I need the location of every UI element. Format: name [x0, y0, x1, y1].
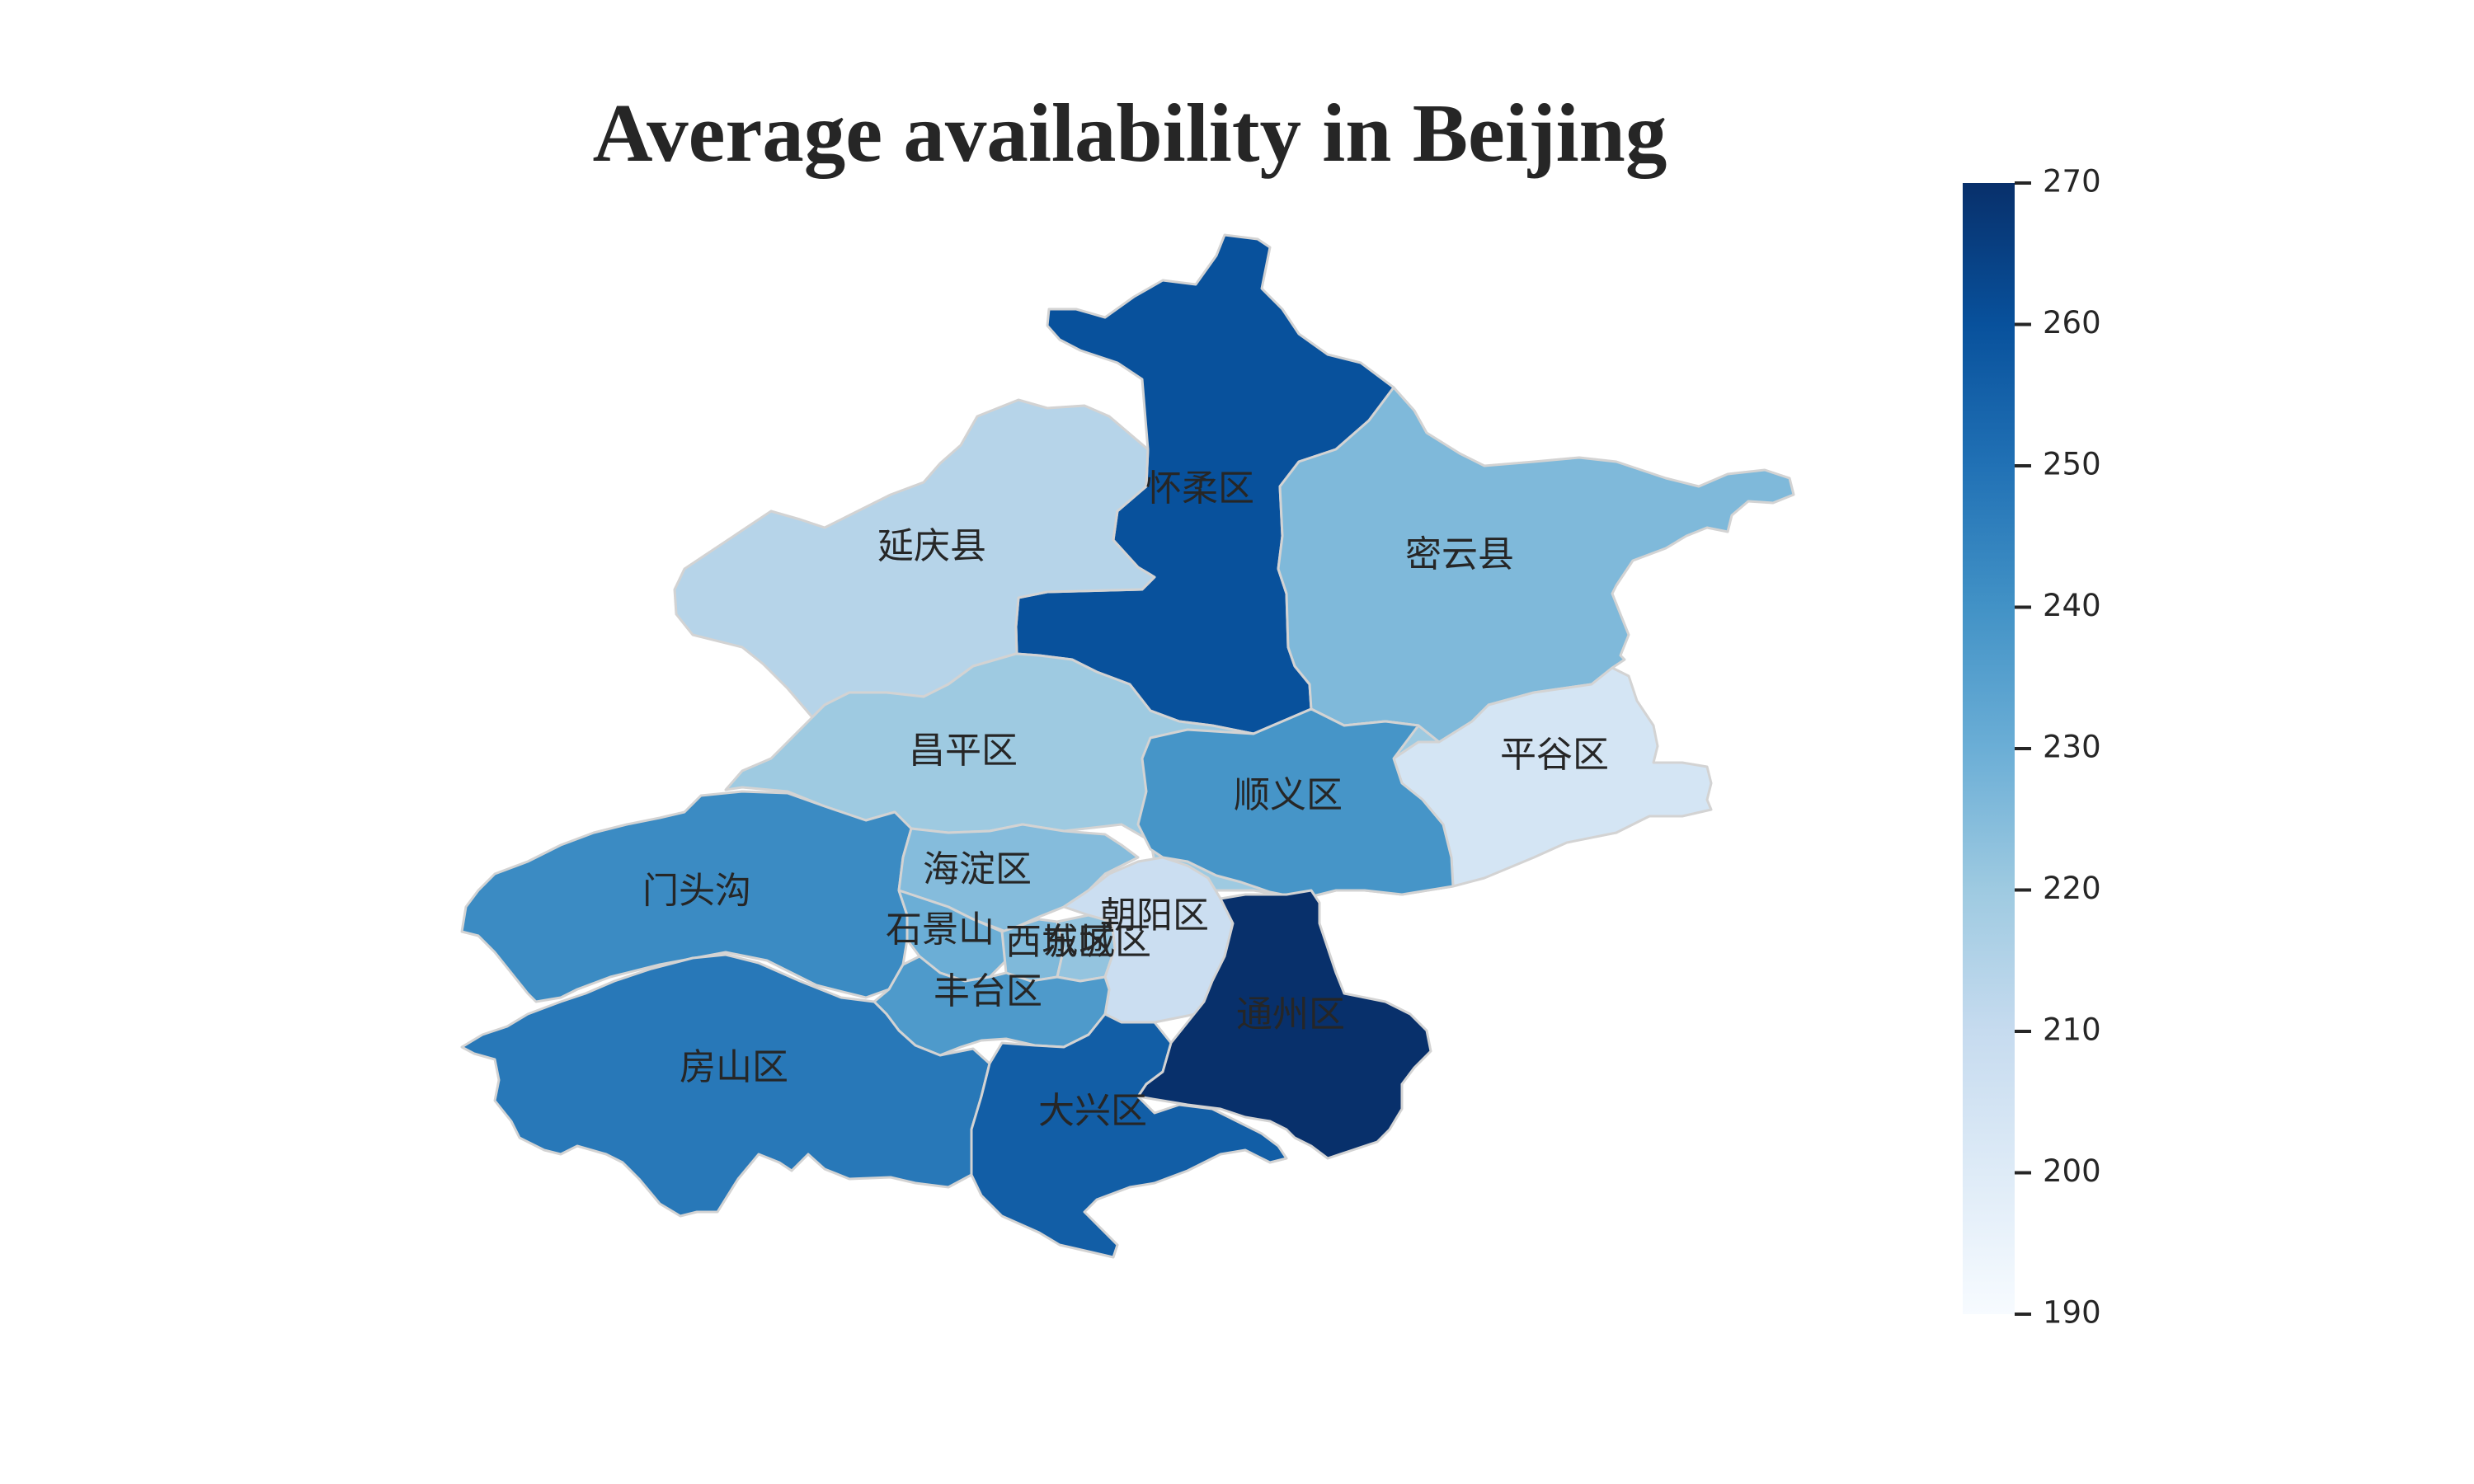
district-label-huairou: 怀柔区 — [1145, 467, 1254, 510]
colorbar-gradient — [1963, 183, 2015, 1314]
district-label-miyun: 密云县 — [1405, 533, 1514, 575]
colorbar-ticks: 270 260 250 240 230 220 210 200 190 — [2015, 164, 2101, 1331]
district-label-yanqing: 延庆县 — [877, 525, 986, 567]
colorbar-tick-label: 260 — [2043, 305, 2101, 340]
district-shunyi — [1136, 707, 1455, 900]
district-label-fangshan: 房山区 — [680, 1046, 788, 1088]
district-label-chaoyang: 朝阳区 — [1100, 895, 1209, 937]
district-label-haidian: 海淀区 — [923, 848, 1032, 890]
colorbar-tick-label: 190 — [2043, 1295, 2101, 1331]
district-label-shijingshan: 石景山 — [886, 909, 995, 951]
district-label-mentougou: 门头沟 — [642, 870, 751, 912]
district-fangshan — [460, 953, 991, 1218]
district-label-pinggu: 平谷区 — [1500, 734, 1609, 776]
district-daxing — [970, 1012, 1288, 1259]
district-label-changping: 昌平区 — [909, 730, 1018, 772]
colorbar-tick-label: 240 — [2043, 588, 2101, 623]
district-label-tongzhou: 通州区 — [1236, 993, 1345, 1036]
colorbar: 270 260 250 240 230 220 210 200 190 — [1963, 164, 2101, 1331]
colorbar-tick-label: 210 — [2043, 1012, 2101, 1048]
district-label-daxing: 大兴区 — [1038, 1090, 1147, 1132]
district-label-xicheng: 西城区 — [1005, 921, 1114, 963]
colorbar-tick-label: 200 — [2043, 1153, 2101, 1189]
colorbar-tick-label: 250 — [2043, 447, 2101, 482]
district-label-shunyi: 顺义区 — [1234, 774, 1343, 816]
colorbar-tick-label: 220 — [2043, 871, 2101, 906]
colorbar-tick-label: 270 — [2043, 164, 2101, 200]
map-title: Average availability in Beijing — [593, 87, 1667, 179]
district-label-fengtai: 丰台区 — [934, 970, 1042, 1012]
district-tongzhou — [1136, 889, 1432, 1160]
district-miyun — [1277, 386, 1795, 744]
colorbar-tick-label: 230 — [2043, 730, 2101, 765]
districts-layer — [460, 233, 1795, 1259]
district-label-dongcheng: 东城区 — [1042, 921, 1151, 963]
